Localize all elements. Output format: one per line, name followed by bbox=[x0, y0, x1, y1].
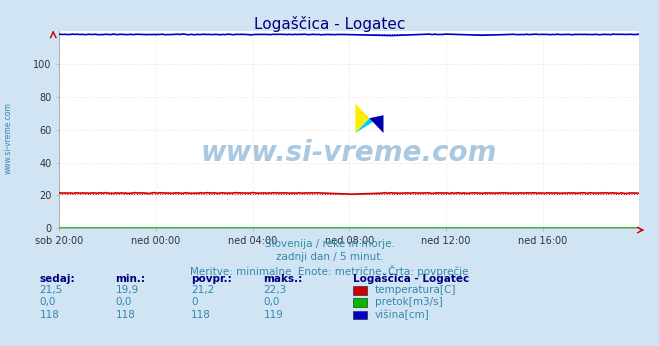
Polygon shape bbox=[355, 115, 384, 133]
Text: 118: 118 bbox=[115, 310, 135, 320]
Polygon shape bbox=[355, 103, 370, 133]
Text: sedaj:: sedaj: bbox=[40, 274, 75, 284]
Text: 0: 0 bbox=[191, 297, 198, 307]
Text: temperatura[C]: temperatura[C] bbox=[375, 285, 457, 295]
Text: min.:: min.: bbox=[115, 274, 146, 284]
Text: 21,2: 21,2 bbox=[191, 285, 214, 295]
Text: zadnji dan / 5 minut.: zadnji dan / 5 minut. bbox=[275, 252, 384, 262]
Text: www.si-vreme.com: www.si-vreme.com bbox=[201, 139, 498, 167]
Text: 118: 118 bbox=[40, 310, 59, 320]
Text: www.si-vreme.com: www.si-vreme.com bbox=[3, 102, 13, 174]
Text: 19,9: 19,9 bbox=[115, 285, 138, 295]
Polygon shape bbox=[370, 115, 384, 133]
Text: pretok[m3/s]: pretok[m3/s] bbox=[375, 297, 443, 307]
Text: višina[cm]: višina[cm] bbox=[375, 309, 430, 320]
Text: 118: 118 bbox=[191, 310, 211, 320]
Text: 21,5: 21,5 bbox=[40, 285, 63, 295]
Text: 119: 119 bbox=[264, 310, 283, 320]
Text: 0,0: 0,0 bbox=[40, 297, 56, 307]
Text: 0,0: 0,0 bbox=[115, 297, 132, 307]
Text: Slovenija / reke in morje.: Slovenija / reke in morje. bbox=[264, 239, 395, 249]
Text: 0,0: 0,0 bbox=[264, 297, 280, 307]
Text: Logaščica - Logatec: Logaščica - Logatec bbox=[353, 273, 469, 284]
Text: 22,3: 22,3 bbox=[264, 285, 287, 295]
Text: Meritve: minimalne  Enote: metrične  Črta: povprečje: Meritve: minimalne Enote: metrične Črta:… bbox=[190, 265, 469, 277]
Text: Logaščica - Logatec: Logaščica - Logatec bbox=[254, 16, 405, 31]
Text: povpr.:: povpr.: bbox=[191, 274, 232, 284]
Text: maks.:: maks.: bbox=[264, 274, 303, 284]
